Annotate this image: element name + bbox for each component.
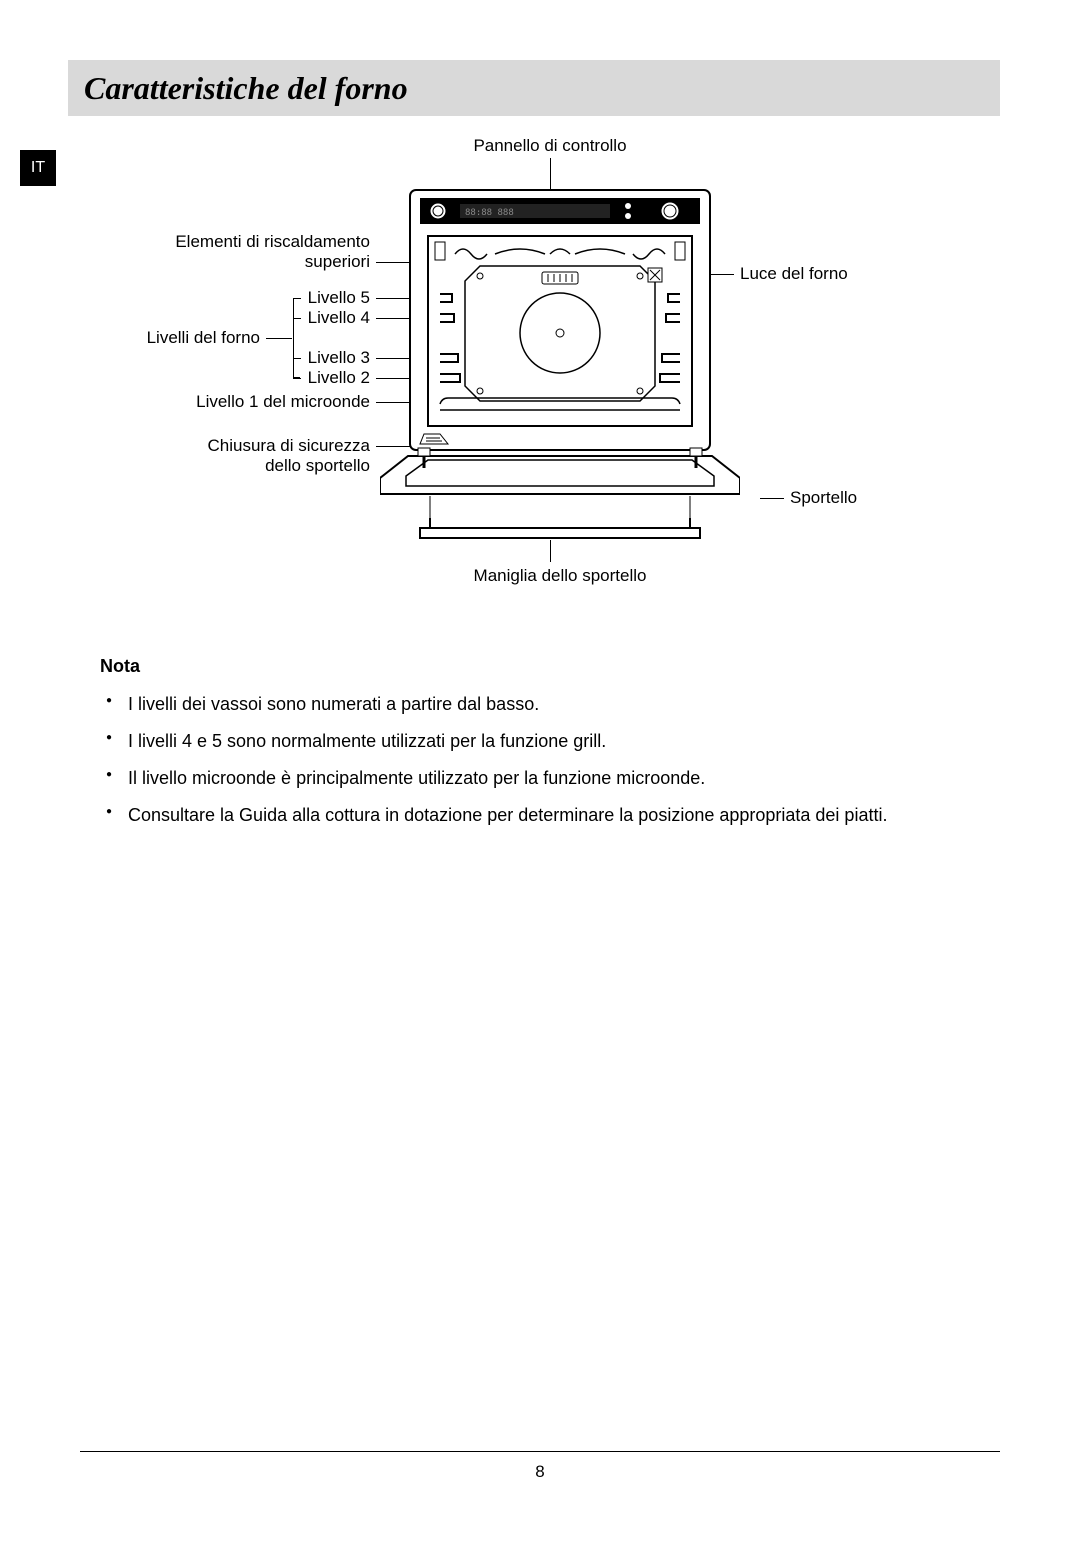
svg-text:88:88 888: 88:88 888 <box>465 208 514 218</box>
list-item: Il livello microonde è principalmente ut… <box>100 765 980 792</box>
nota-heading: Nota <box>100 656 980 677</box>
label-oven-light: Luce del forno <box>740 264 848 284</box>
label-oven-levels: Livelli del forno <box>70 328 260 348</box>
page: IT Caratteristiche del forno Pannello di… <box>0 0 1080 1542</box>
list-item: Consultare la Guida alla cottura in dota… <box>100 802 980 829</box>
oven-diagram: Pannello di controllo Elementi di riscal… <box>80 136 1000 616</box>
label-top-heaters-2: superiori <box>110 252 370 272</box>
label-top-heaters-1: Elementi di riscaldamento <box>110 232 370 252</box>
tick-l2-left <box>293 378 301 379</box>
leader-oven-levels <box>266 338 292 339</box>
tick-l4-left <box>293 318 301 319</box>
leader-door <box>760 498 784 499</box>
label-level5: Livello 5 <box>200 288 370 308</box>
language-code: IT <box>31 159 45 177</box>
oven-svg: 88:88 888 <box>380 176 740 546</box>
nota-list: I livelli dei vassoi sono numerati a par… <box>100 691 980 829</box>
label-door-lock-1: Chiusura di sicurezza <box>120 436 370 456</box>
label-door-lock-2: dello sportello <box>120 456 370 476</box>
list-item: I livelli 4 e 5 sono normalmente utilizz… <box>100 728 980 755</box>
label-microwave-level: Livello 1 del microonde <box>120 392 370 412</box>
label-level2: Livello 2 <box>200 368 370 388</box>
label-door-handle: Maniglia dello sportello <box>450 566 670 586</box>
page-title: Caratteristiche del forno <box>84 70 408 107</box>
title-bar: Caratteristiche del forno <box>68 60 1000 116</box>
list-item: I livelli dei vassoi sono numerati a par… <box>100 691 980 718</box>
nota-section: Nota I livelli dei vassoi sono numerati … <box>80 656 1000 829</box>
page-number: 8 <box>0 1462 1080 1482</box>
label-control-panel: Pannello di controllo <box>450 136 650 156</box>
label-level4: Livello 4 <box>200 308 370 328</box>
label-door: Sportello <box>790 488 857 508</box>
tick-l3-left <box>293 358 301 359</box>
footer-rule <box>80 1451 1000 1452</box>
language-tab: IT <box>20 150 56 186</box>
label-level3: Livello 3 <box>200 348 370 368</box>
oven-illustration: 88:88 888 <box>380 176 740 546</box>
